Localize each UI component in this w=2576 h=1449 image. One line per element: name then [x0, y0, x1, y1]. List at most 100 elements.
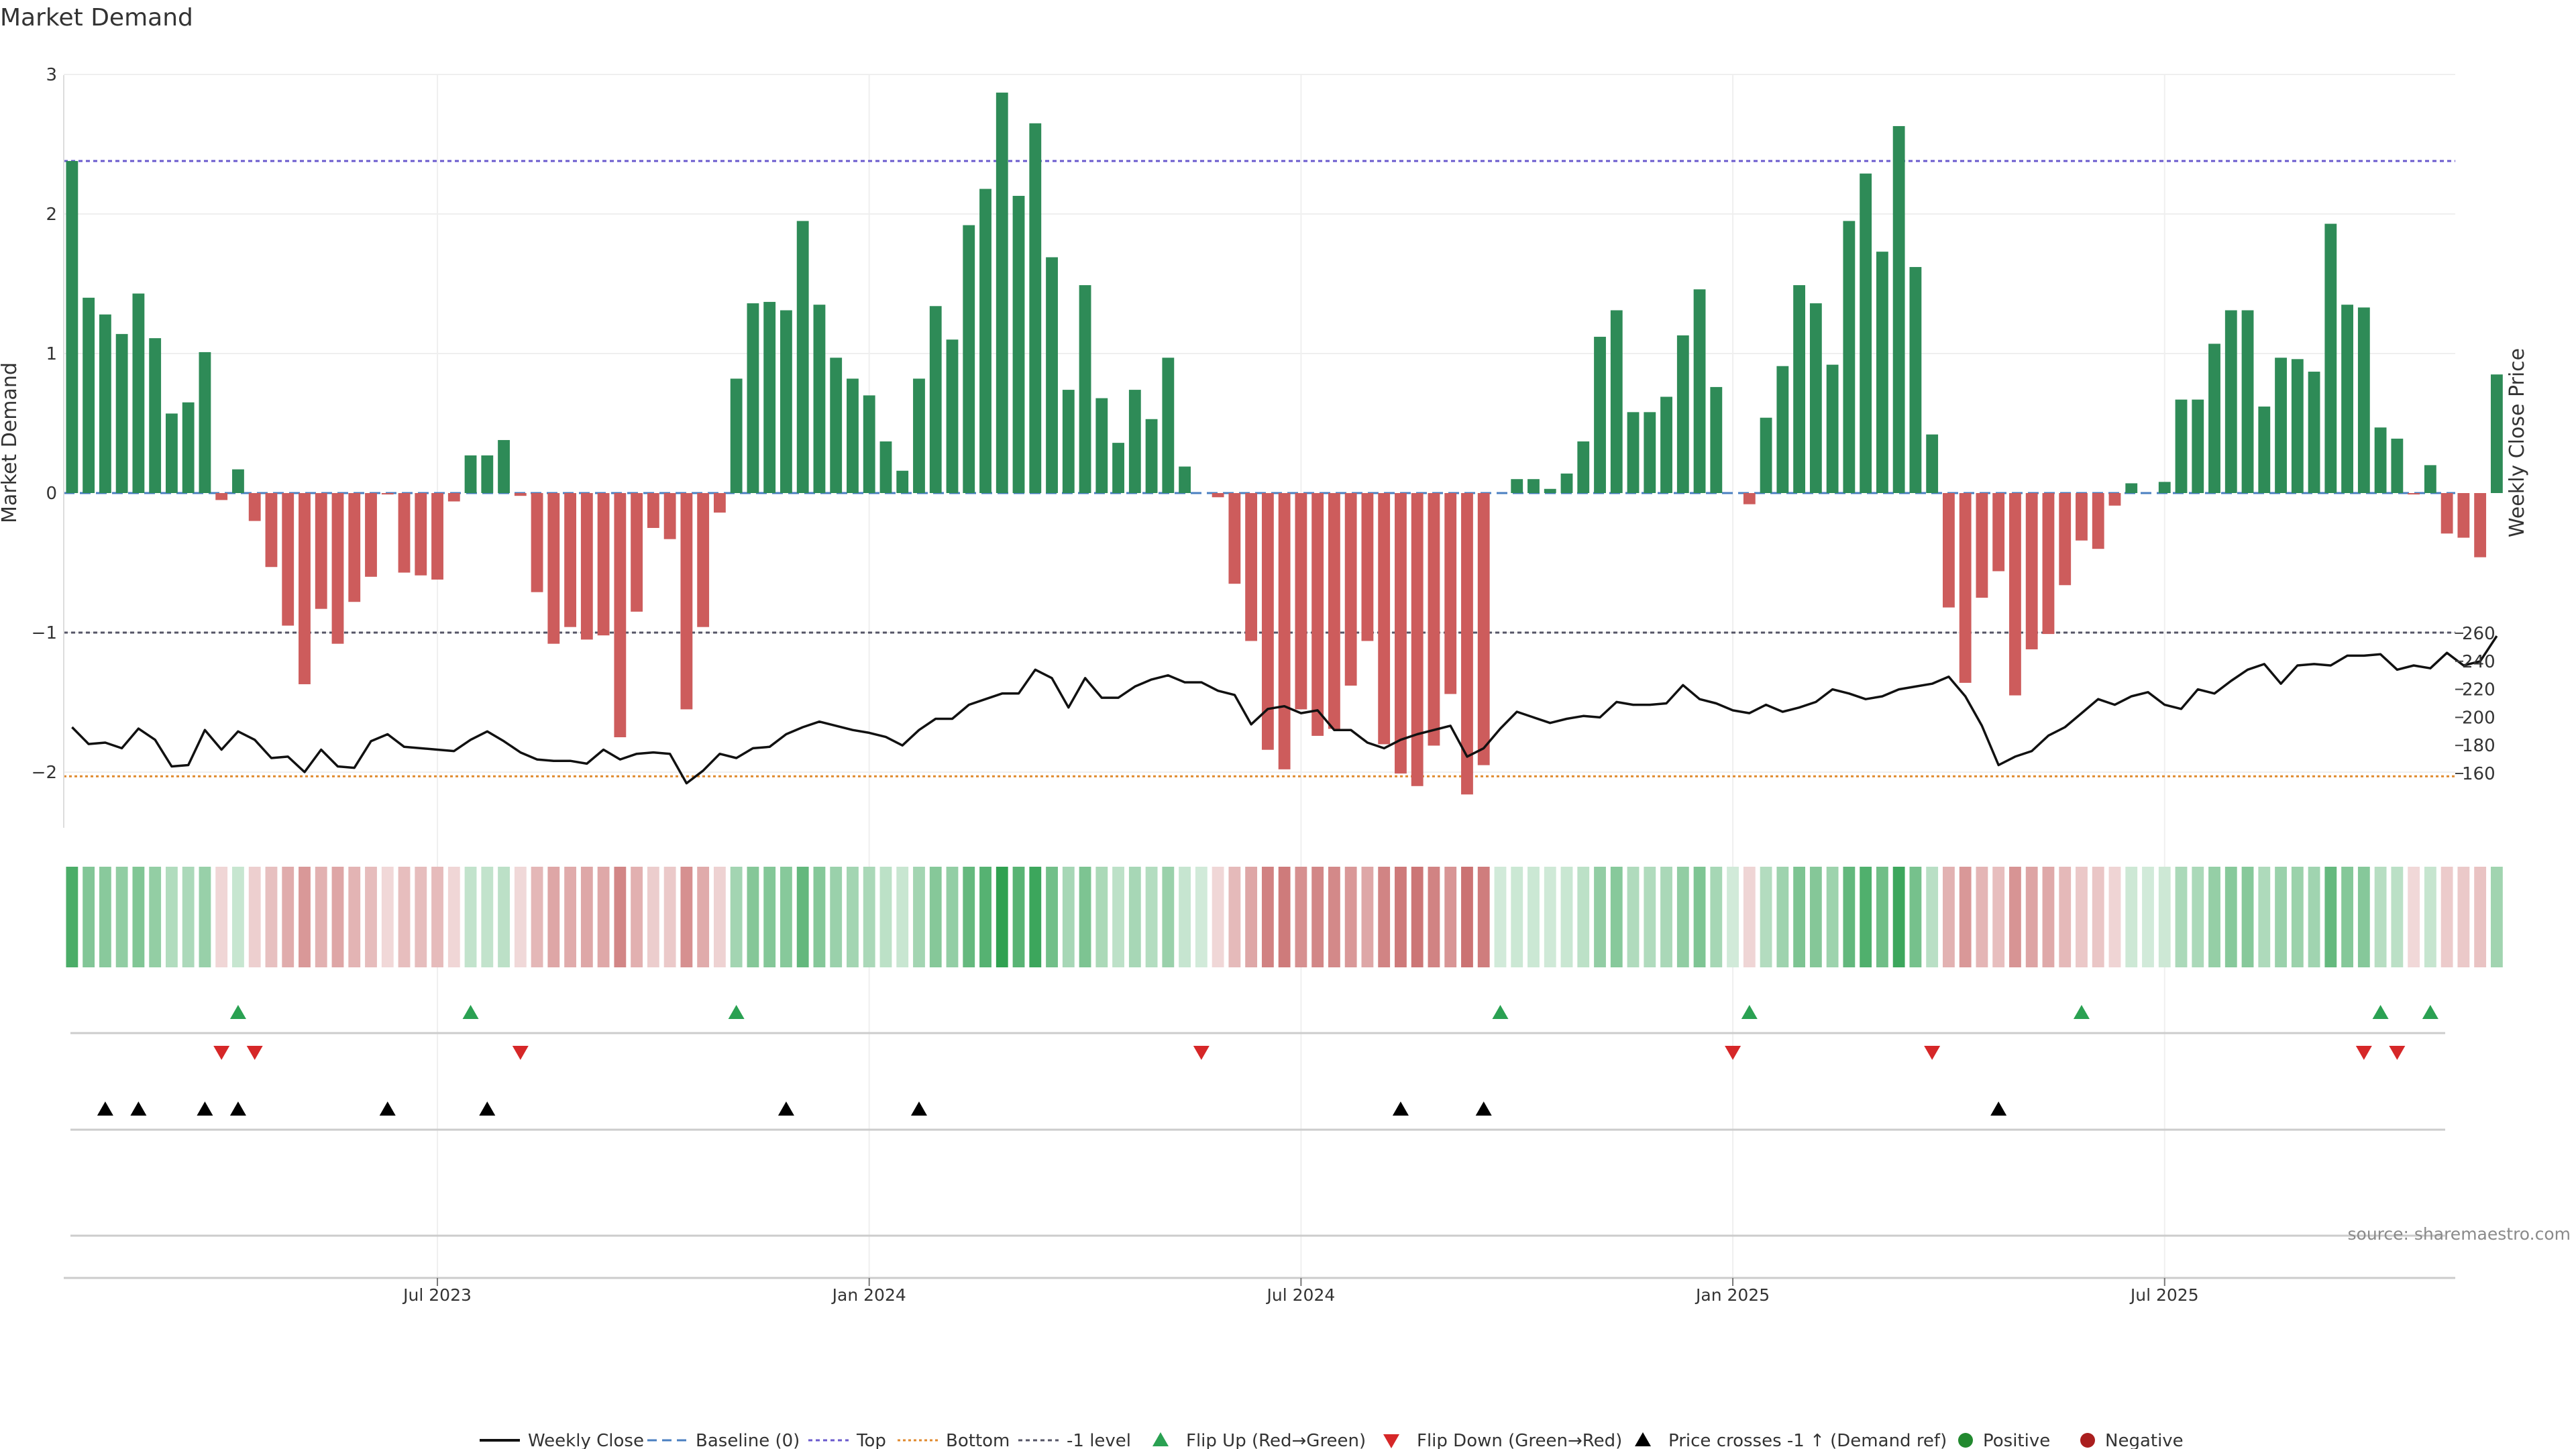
- heat-tile-31: [580, 867, 593, 967]
- heat-tile-29: [547, 867, 560, 967]
- heat-tile-144: [2457, 867, 2470, 967]
- demand-bar-74: [1295, 493, 1307, 710]
- demand-bar-58: [1029, 123, 1042, 494]
- heat-tile-22: [431, 867, 443, 967]
- demand-bar-113: [1943, 493, 1955, 608]
- heat-tile-69: [1212, 867, 1224, 967]
- heat-tile-63: [1112, 867, 1124, 967]
- heat-tile-52: [929, 867, 942, 967]
- heat-tile-82: [1428, 867, 1440, 967]
- demand-bar-63: [1112, 443, 1124, 493]
- heat-tile-96: [1660, 867, 1672, 967]
- flip-down-marker-6: [2355, 1046, 2372, 1060]
- heat-tile-59: [1046, 867, 1058, 967]
- demand-bar-22: [431, 493, 443, 580]
- price-cross-marker-8: [1392, 1102, 1409, 1116]
- heat-tile-94: [1627, 867, 1640, 967]
- heat-tile-5: [149, 867, 162, 967]
- heat-tile-105: [1809, 867, 1822, 967]
- demand-bar-87: [1511, 479, 1523, 493]
- heat-tile-2: [99, 867, 111, 967]
- demand-bar-111: [1909, 267, 1922, 493]
- legend-item-6-swatch: [1383, 1434, 1399, 1448]
- heat-tile-39: [713, 867, 726, 967]
- demand-bar-39: [713, 493, 726, 513]
- demand-bar-48: [863, 395, 875, 493]
- heat-tile-56: [996, 867, 1008, 967]
- demand-bar-134: [2291, 359, 2304, 493]
- demand-bar-2: [99, 314, 111, 493]
- demand-bar-5: [149, 338, 162, 493]
- demand-bar-13: [282, 493, 294, 626]
- demand-bar-140: [2391, 438, 2404, 493]
- heat-tile-18: [365, 867, 377, 967]
- demand-bar-14: [299, 493, 311, 684]
- heat-tile-35: [647, 867, 659, 967]
- demand-bar-146: [2490, 374, 2503, 493]
- demand-bar-141: [2408, 493, 2420, 495]
- demand-bar-56: [996, 93, 1008, 494]
- heat-tile-16: [331, 867, 344, 967]
- demand-bar-142: [2424, 465, 2436, 493]
- demand-bar-36: [663, 493, 676, 539]
- demand-bar-17: [348, 493, 361, 602]
- flip-up-marker-0: [229, 1005, 246, 1019]
- heat-tile-49: [879, 867, 892, 967]
- demand-bar-30: [564, 493, 576, 627]
- demand-bar-130: [2224, 310, 2237, 493]
- demand-bar-46: [830, 358, 843, 493]
- demand-bar-44: [796, 221, 809, 493]
- demand-bar-91: [1577, 441, 1590, 493]
- x-tick-label-4: Jul 2025: [2129, 1285, 2199, 1305]
- demand-bar-139: [2374, 427, 2387, 493]
- right-tick-label-4: 240: [2462, 652, 2496, 672]
- demand-bar-84: [1461, 493, 1473, 795]
- heat-tile-28: [531, 867, 543, 967]
- demand-bar-79: [1378, 493, 1391, 745]
- heat-tile-48: [863, 867, 875, 967]
- price-cross-marker-7: [910, 1102, 927, 1116]
- heat-tile-103: [1776, 867, 1789, 967]
- legend-item-7-swatch: [1635, 1432, 1651, 1446]
- heat-tile-68: [1195, 867, 1208, 967]
- demand-bar-70: [1228, 493, 1241, 584]
- demand-bar-96: [1660, 396, 1672, 493]
- heat-tile-132: [2258, 867, 2271, 967]
- heat-tile-33: [614, 867, 627, 967]
- heat-tile-43: [780, 867, 792, 967]
- demand-bar-52: [929, 306, 942, 493]
- heat-tile-92: [1594, 867, 1606, 967]
- heat-tile-115: [1976, 867, 1988, 967]
- demand-bar-4: [132, 293, 145, 493]
- heat-tile-66: [1162, 867, 1175, 967]
- demand-bar-25: [481, 455, 494, 493]
- heat-tile-12: [265, 867, 278, 967]
- flip-down-marker-2: [512, 1046, 529, 1060]
- legend-item-9-swatch: [2080, 1433, 2095, 1448]
- heat-tile-55: [979, 867, 991, 967]
- heat-tile-142: [2424, 867, 2436, 967]
- legend-item-2-label: Top: [856, 1431, 886, 1449]
- demand-bar-77: [1344, 493, 1357, 686]
- demand-bar-85: [1477, 493, 1490, 765]
- demand-bar-136: [2324, 223, 2337, 493]
- heat-tile-136: [2324, 867, 2337, 967]
- heat-tile-102: [1760, 867, 1772, 967]
- demand-bar-117: [2009, 493, 2021, 696]
- demand-bar-128: [2192, 399, 2204, 493]
- legend-item-4-label: -1 level: [1067, 1431, 1131, 1449]
- demand-bar-26: [498, 439, 510, 493]
- demand-bar-133: [2275, 358, 2287, 493]
- heat-tile-106: [1826, 867, 1839, 967]
- demand-bar-20: [398, 493, 411, 573]
- demand-bar-101: [1743, 493, 1756, 504]
- price-cross-marker-3: [229, 1102, 246, 1116]
- heat-tile-133: [2275, 867, 2287, 967]
- heat-tile-23: [447, 867, 460, 967]
- right-tick-label-0: 160: [2462, 764, 2496, 784]
- demand-bar-27: [514, 493, 527, 496]
- left-axis-title: Market Demand: [0, 362, 21, 523]
- flip-down-marker-3: [1193, 1046, 1210, 1060]
- price-cross-marker-4: [379, 1102, 396, 1116]
- demand-bar-93: [1610, 310, 1623, 493]
